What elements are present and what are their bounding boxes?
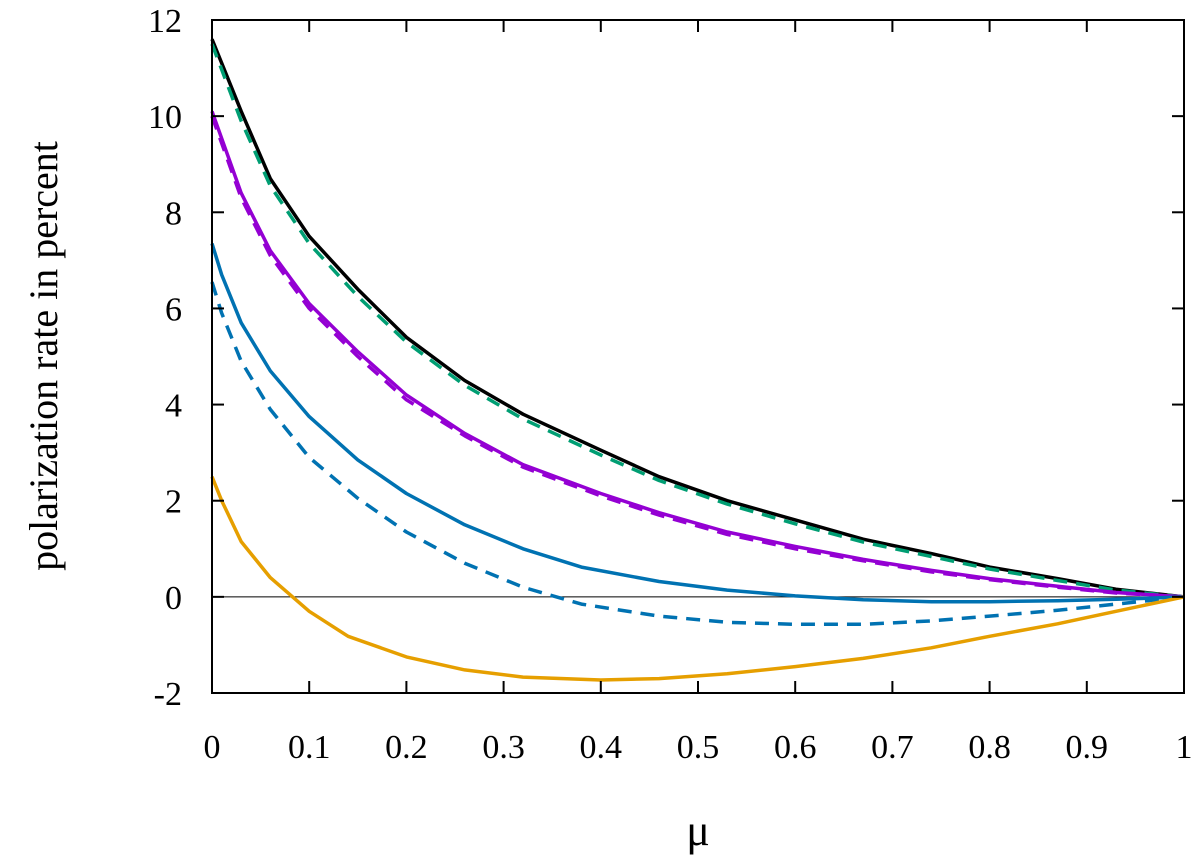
y-tick-label: 8 bbox=[165, 195, 182, 232]
y-tick-label: 0 bbox=[165, 580, 182, 617]
x-tick-label: 0.3 bbox=[482, 729, 525, 766]
x-tick-label: 0.4 bbox=[580, 729, 623, 766]
x-tick-label: 0 bbox=[204, 729, 221, 766]
series-line-1 bbox=[210, 38, 1185, 599]
y-tick-label: 6 bbox=[165, 291, 182, 328]
x-tick-label: 0.6 bbox=[774, 729, 817, 766]
x-tick-label: 0.8 bbox=[968, 729, 1011, 766]
y-tick-label: -2 bbox=[154, 676, 182, 713]
y-tick-label: 2 bbox=[165, 484, 182, 521]
series-line-7 bbox=[210, 476, 1185, 682]
series-line-4 bbox=[210, 115, 1185, 599]
series-line-2 bbox=[210, 43, 1185, 599]
y-tick-label: 10 bbox=[148, 99, 182, 136]
x-tick-label: 0.9 bbox=[1066, 729, 1109, 766]
x-tick-label: 0.7 bbox=[871, 729, 914, 766]
x-tick-label: 0.5 bbox=[677, 729, 720, 766]
y-tick-label: 12 bbox=[148, 3, 182, 40]
x-tick-label: 0.2 bbox=[385, 729, 428, 766]
series-line-5 bbox=[210, 242, 1185, 604]
x-tick-label: 1 bbox=[1176, 729, 1193, 766]
x-tick-label: 0.1 bbox=[288, 729, 331, 766]
x-axis-label: μ bbox=[686, 806, 710, 855]
y-axis-label: polarization rate in percent bbox=[21, 141, 66, 571]
y-tick-label: 4 bbox=[165, 388, 182, 425]
series-line-6 bbox=[210, 281, 1185, 627]
